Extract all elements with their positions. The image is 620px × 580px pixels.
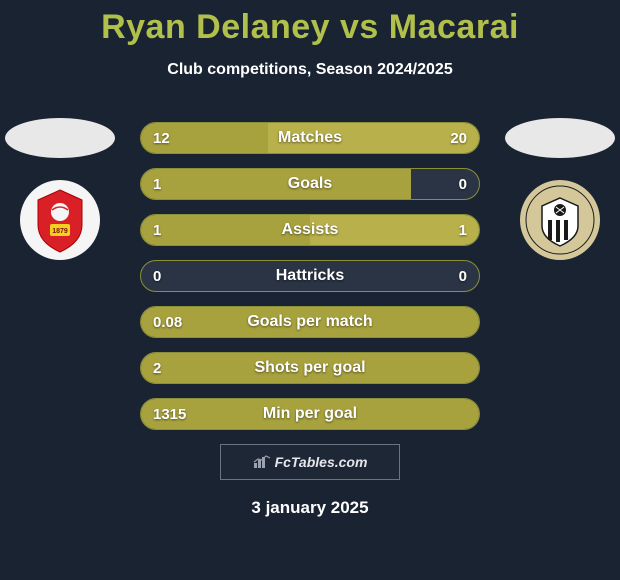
stat-row: Matches12 20: [140, 122, 480, 154]
stats-chart: Matches1220Goals10Assists11Hattricks00Go…: [140, 122, 480, 444]
stat-value-right: [455, 399, 479, 429]
watermark-text: FcTables.com: [275, 454, 368, 470]
chart-icon: [253, 455, 271, 469]
watermark: FcTables.com: [220, 444, 400, 480]
stat-value-right: 20: [438, 123, 479, 153]
stat-value-right: 1: [447, 215, 479, 245]
stat-value-left: 2: [141, 353, 173, 383]
stat-label: Hattricks: [141, 261, 479, 291]
stat-label: Matches: [141, 123, 479, 153]
stat-row: Goals1 0: [140, 168, 480, 200]
stat-label: Shots per goal: [141, 353, 479, 383]
date-label: 3 january 2025: [0, 498, 620, 518]
club-badge-left: 1879: [20, 180, 100, 260]
subtitle: Club competitions, Season 2024/2025: [0, 61, 620, 79]
player-photo-left: [5, 118, 115, 158]
stat-label: Goals: [141, 169, 479, 199]
stat-value-left: 1315: [141, 399, 198, 429]
stat-value-right: 0: [447, 169, 479, 199]
stat-label: Assists: [141, 215, 479, 245]
page-title: Ryan Delaney vs Macarai: [0, 0, 620, 47]
stat-value-right: [455, 353, 479, 383]
player-photo-right: [505, 118, 615, 158]
stat-row: Hattricks0 0: [140, 260, 480, 292]
stat-value-left: 0: [141, 261, 173, 291]
club-badge-right: [520, 180, 600, 260]
stat-row: Goals per match0.08: [140, 306, 480, 338]
stat-value-right: 0: [447, 261, 479, 291]
stat-row: Assists1 1: [140, 214, 480, 246]
svg-text:1879: 1879: [52, 228, 68, 235]
stat-row: Min per goal1315: [140, 398, 480, 430]
stat-value-left: 1: [141, 215, 173, 245]
stat-value-left: 1: [141, 169, 173, 199]
stat-value-left: 12: [141, 123, 182, 153]
stat-value-right: [455, 307, 479, 337]
stat-value-left: 0.08: [141, 307, 194, 337]
stat-row: Shots per goal2: [140, 352, 480, 384]
